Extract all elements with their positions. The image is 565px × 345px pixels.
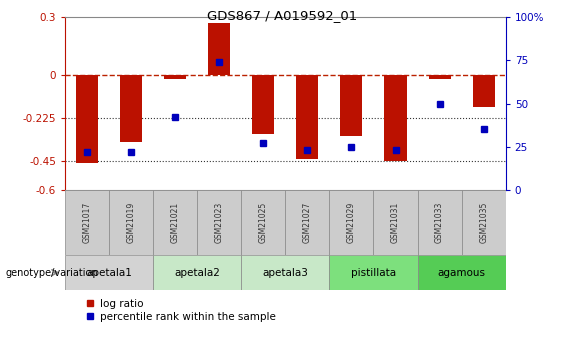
Bar (285, 190, 329, 255)
Bar (462, 190, 506, 255)
Text: GSM21035: GSM21035 (479, 202, 488, 243)
Text: GSM21027: GSM21027 (303, 202, 312, 243)
Text: apetala3: apetala3 (262, 268, 308, 277)
Bar (197, 190, 241, 255)
Text: GSM21029: GSM21029 (347, 202, 356, 243)
Bar (418, 190, 462, 255)
Bar (109, 190, 153, 255)
Bar (65, 190, 109, 255)
Bar (241, 190, 285, 255)
Bar (153, 190, 197, 255)
Text: GSM21021: GSM21021 (171, 202, 180, 243)
Bar (329, 190, 373, 255)
Bar (418, 255, 506, 290)
Text: GSM21033: GSM21033 (435, 202, 444, 243)
Bar (373, 190, 418, 255)
Bar (296, 75, 318, 159)
Text: GSM21025: GSM21025 (259, 202, 268, 243)
Bar (252, 75, 275, 134)
Bar (76, 75, 98, 163)
Bar (208, 23, 231, 75)
Text: GSM21031: GSM21031 (391, 202, 400, 243)
Bar (384, 75, 406, 161)
Text: genotype/variation: genotype/variation (6, 268, 98, 277)
Bar (340, 75, 363, 136)
Bar (241, 255, 329, 290)
Legend: log ratio, percentile rank within the sample: log ratio, percentile rank within the sa… (82, 295, 280, 326)
Bar (329, 255, 418, 290)
Bar (164, 75, 186, 79)
Text: GSM21019: GSM21019 (127, 202, 136, 243)
Bar (472, 75, 494, 107)
Text: pistillata: pistillata (351, 268, 396, 277)
Text: apetala1: apetala1 (86, 268, 132, 277)
Text: GDS867 / A019592_01: GDS867 / A019592_01 (207, 9, 358, 22)
Text: GSM21017: GSM21017 (82, 202, 92, 243)
Text: agamous: agamous (438, 268, 485, 277)
Bar (428, 75, 451, 79)
Text: GSM21023: GSM21023 (215, 202, 224, 243)
Bar (65, 255, 153, 290)
Text: apetala2: apetala2 (174, 268, 220, 277)
Bar (153, 255, 241, 290)
Bar (120, 75, 142, 142)
